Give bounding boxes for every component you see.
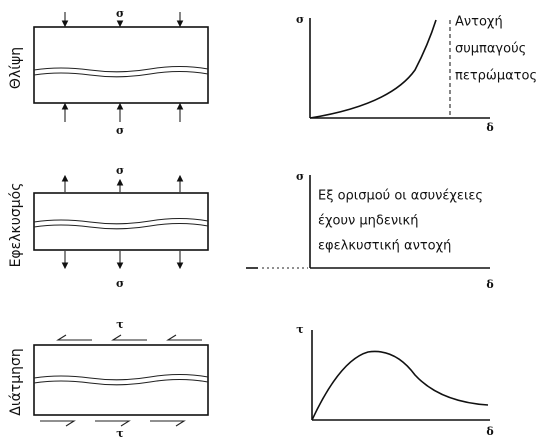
annotation: Αντοχή [455, 15, 503, 30]
axis-label: δ [486, 278, 493, 291]
annotation: πετρώματος [455, 69, 537, 84]
block [34, 335, 208, 426]
stress-label: σ [116, 164, 124, 177]
block [34, 176, 208, 268]
annotation: συμπαγούς [455, 42, 526, 57]
stress-label: τ [116, 318, 123, 331]
row-label: Θλίψη [8, 47, 24, 89]
block [34, 12, 208, 122]
axis-label: τ [296, 323, 303, 336]
annotation: εφελκυστική αντοχή [318, 239, 451, 254]
row-label: Εφελκυσμός [8, 183, 24, 268]
stress-label: τ [116, 427, 123, 439]
stress-label: σ [116, 277, 124, 290]
axis-label: σ [296, 13, 304, 26]
annotation: Εξ ορισμού οι ασυνέχειες [318, 189, 483, 204]
graph [312, 330, 490, 420]
annotation: έχουν μηδενική [318, 214, 418, 229]
axis-label: σ [296, 170, 304, 183]
stress-label: σ [116, 124, 124, 137]
axis-label: δ [486, 121, 493, 134]
row-label: Διάτμηση [8, 348, 24, 416]
axis-label: δ [486, 425, 493, 438]
stress-label: σ [116, 7, 124, 20]
diagram: Θλίψη σ σ σ δ Αντοχή συμπαγούς πετρώματο… [0, 0, 549, 439]
